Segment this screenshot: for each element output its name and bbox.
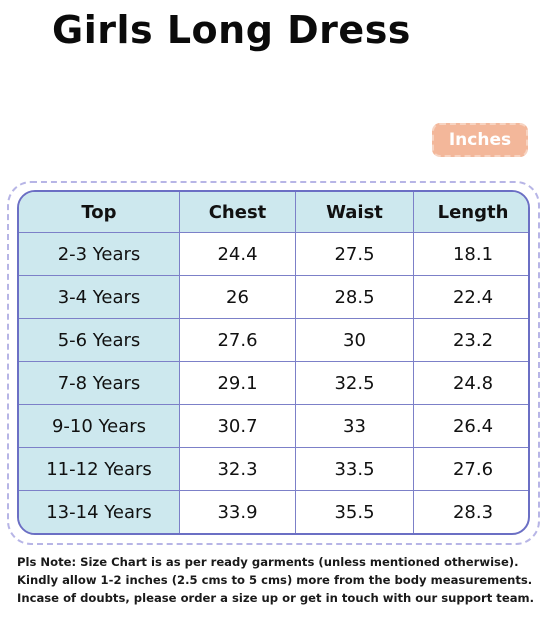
note-line: Incase of doubts, please order a size up… xyxy=(17,591,535,605)
size-chart-table: Top Chest Waist Length 2-3 Years 24.4 27… xyxy=(17,190,530,535)
length-value: 18.1 xyxy=(414,233,528,276)
table-dashed-frame xyxy=(7,181,540,545)
length-value: 22.4 xyxy=(414,276,528,319)
chest-value: 24.4 xyxy=(180,233,296,276)
chest-value: 32.3 xyxy=(180,448,296,491)
note-line: Pls Note: Size Chart is as per ready gar… xyxy=(17,555,519,569)
size-label: 9-10 Years xyxy=(19,405,180,448)
waist-value: 32.5 xyxy=(296,362,414,405)
size-label: 13-14 Years xyxy=(19,491,180,533)
size-label: 7-8 Years xyxy=(19,362,180,405)
page-title: Girls Long Dress xyxy=(52,8,411,52)
waist-value: 30 xyxy=(296,319,414,362)
waist-value: 35.5 xyxy=(296,491,414,533)
waist-value: 33.5 xyxy=(296,448,414,491)
size-chart-notes: Pls Note: Size Chart is as per ready gar… xyxy=(17,553,542,607)
size-label: 5-6 Years xyxy=(19,319,180,362)
size-label: 11-12 Years xyxy=(19,448,180,491)
size-label: 3-4 Years xyxy=(19,276,180,319)
waist-value: 27.5 xyxy=(296,233,414,276)
column-header-length: Length xyxy=(414,192,528,233)
column-header-top: Top xyxy=(19,192,180,233)
chest-value: 29.1 xyxy=(180,362,296,405)
length-value: 24.8 xyxy=(414,362,528,405)
column-header-chest: Chest xyxy=(180,192,296,233)
length-value: 23.2 xyxy=(414,319,528,362)
chest-value: 33.9 xyxy=(180,491,296,533)
chest-value: 26 xyxy=(180,276,296,319)
unit-badge: Inches xyxy=(432,123,528,157)
length-value: 27.6 xyxy=(414,448,528,491)
waist-value: 33 xyxy=(296,405,414,448)
length-value: 28.3 xyxy=(452,502,494,523)
size-label: 2-3 Years xyxy=(19,233,180,276)
column-header-waist: Waist xyxy=(296,192,414,233)
chest-value: 27.6 xyxy=(180,319,296,362)
waist-value: 28.5 xyxy=(296,276,414,319)
length-value: 26.4 xyxy=(414,405,528,448)
note-line: Kindly allow 1-2 inches (2.5 cms to 5 cm… xyxy=(17,573,533,587)
chest-value: 30.7 xyxy=(180,405,296,448)
